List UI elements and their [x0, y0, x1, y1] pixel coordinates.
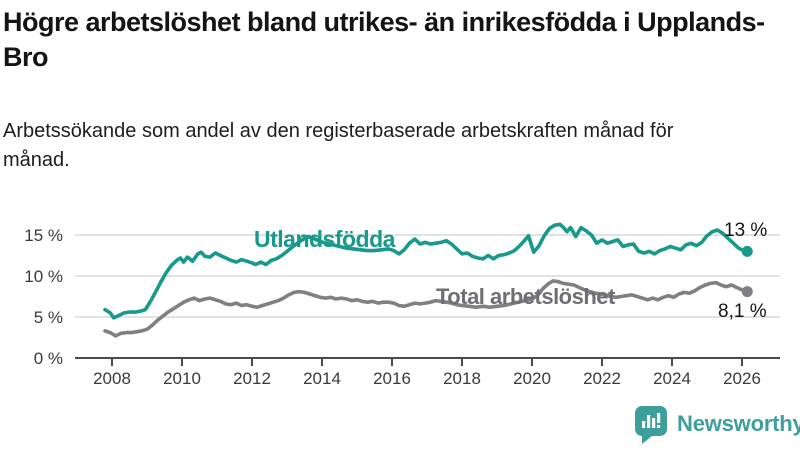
x-tick-label: 2024 — [653, 369, 691, 388]
brand-name: Newsworthy — [677, 411, 800, 436]
end-value-utlandsfodda: 13 % — [724, 220, 768, 241]
chart-canvas: 2008 2010 2012 2014 2016 2018 2020 2022 2024 2026… — [24, 222, 780, 388]
line-total — [103, 279, 750, 338]
x-tick-label: 2010 — [163, 369, 201, 388]
y-tick-label: 0 % — [34, 349, 63, 368]
x-tick-label: 2012 — [233, 369, 271, 388]
x-tick-label: 2016 — [373, 369, 411, 388]
x-tick-label: 2018 — [443, 369, 481, 388]
x-tick-label: 2026 — [723, 369, 761, 388]
page-subtitle: Arbetssökande som andel av den registerb… — [3, 120, 674, 171]
y-tick-label: 10 % — [24, 267, 63, 286]
x-tick-label: 2014 — [303, 369, 341, 388]
y-tick-label: 15 % — [24, 226, 63, 245]
newsworthy-logo-icon — [635, 406, 667, 444]
series-label-total: Total arbetslöshet — [436, 284, 615, 309]
unemployment-line-chart: 2008 2010 2012 2014 2016 2018 2020 2022 2024 2026… — [0, 205, 800, 400]
end-dot-total — [741, 286, 753, 298]
end-dot-utlandsfodda — [741, 245, 753, 257]
newsworthy-brand: Newsworthy — [634, 404, 800, 444]
x-tick-label: 2020 — [513, 369, 551, 388]
series-label-utlandsfodda: Utlandsfödda — [254, 226, 395, 252]
x-tick-label: 2008 — [93, 369, 131, 388]
x-tick-label: 2022 — [583, 369, 621, 388]
end-value-total: 8,1 % — [718, 301, 767, 322]
page-title: Högre arbetslöshet bland utrikes- än inr… — [3, 7, 765, 73]
y-tick-label: 5 % — [34, 308, 63, 327]
line-utlandsfodda — [103, 222, 750, 320]
